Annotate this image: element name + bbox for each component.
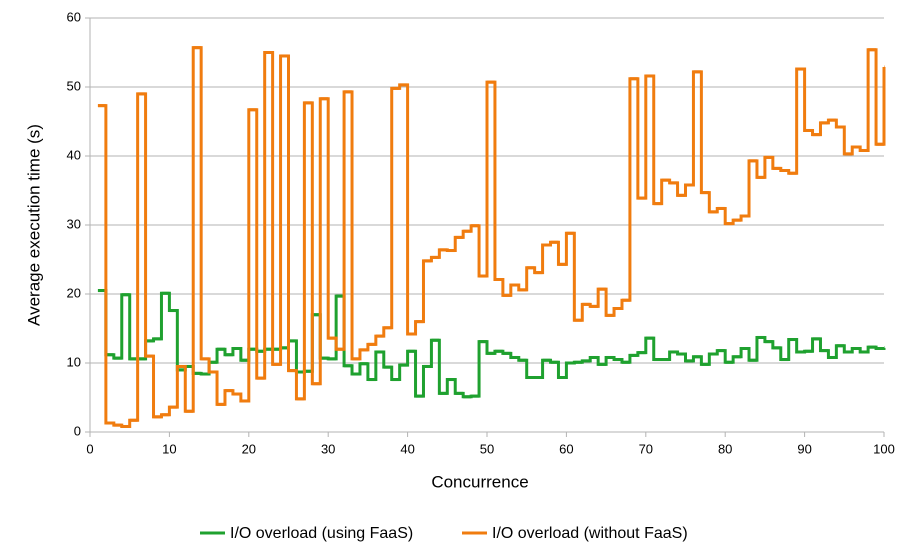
legend-text: I/O overload (without FaaS): [492, 525, 688, 542]
y-tick-label: 20: [67, 285, 81, 300]
x-tick-label: 10: [162, 441, 176, 456]
y-axis-title: Average execution time (s): [24, 124, 43, 326]
x-tick-label: 100: [873, 441, 895, 456]
x-tick-label: 40: [400, 441, 414, 456]
step-connector: [97, 46, 886, 428]
x-tick-label: 60: [559, 441, 573, 456]
x-tick-label: 80: [718, 441, 732, 456]
x-tick-label: 20: [242, 441, 256, 456]
y-tick-label: 0: [74, 423, 81, 438]
y-tick-label: 10: [67, 354, 81, 369]
x-tick-label: 30: [321, 441, 335, 456]
y-tick-label: 40: [67, 147, 81, 162]
x-tick-label: 50: [480, 441, 494, 456]
x-tick-label: 70: [639, 441, 653, 456]
y-tick-label: 60: [67, 9, 81, 24]
x-axis-title: Concurrence: [431, 472, 528, 491]
y-tick-label: 50: [67, 78, 81, 93]
y-tick-label: 30: [67, 216, 81, 231]
legend-text: I/O overload (using FaaS): [230, 525, 413, 542]
x-tick-label: 90: [797, 441, 811, 456]
x-tick-label: 0: [86, 441, 93, 456]
